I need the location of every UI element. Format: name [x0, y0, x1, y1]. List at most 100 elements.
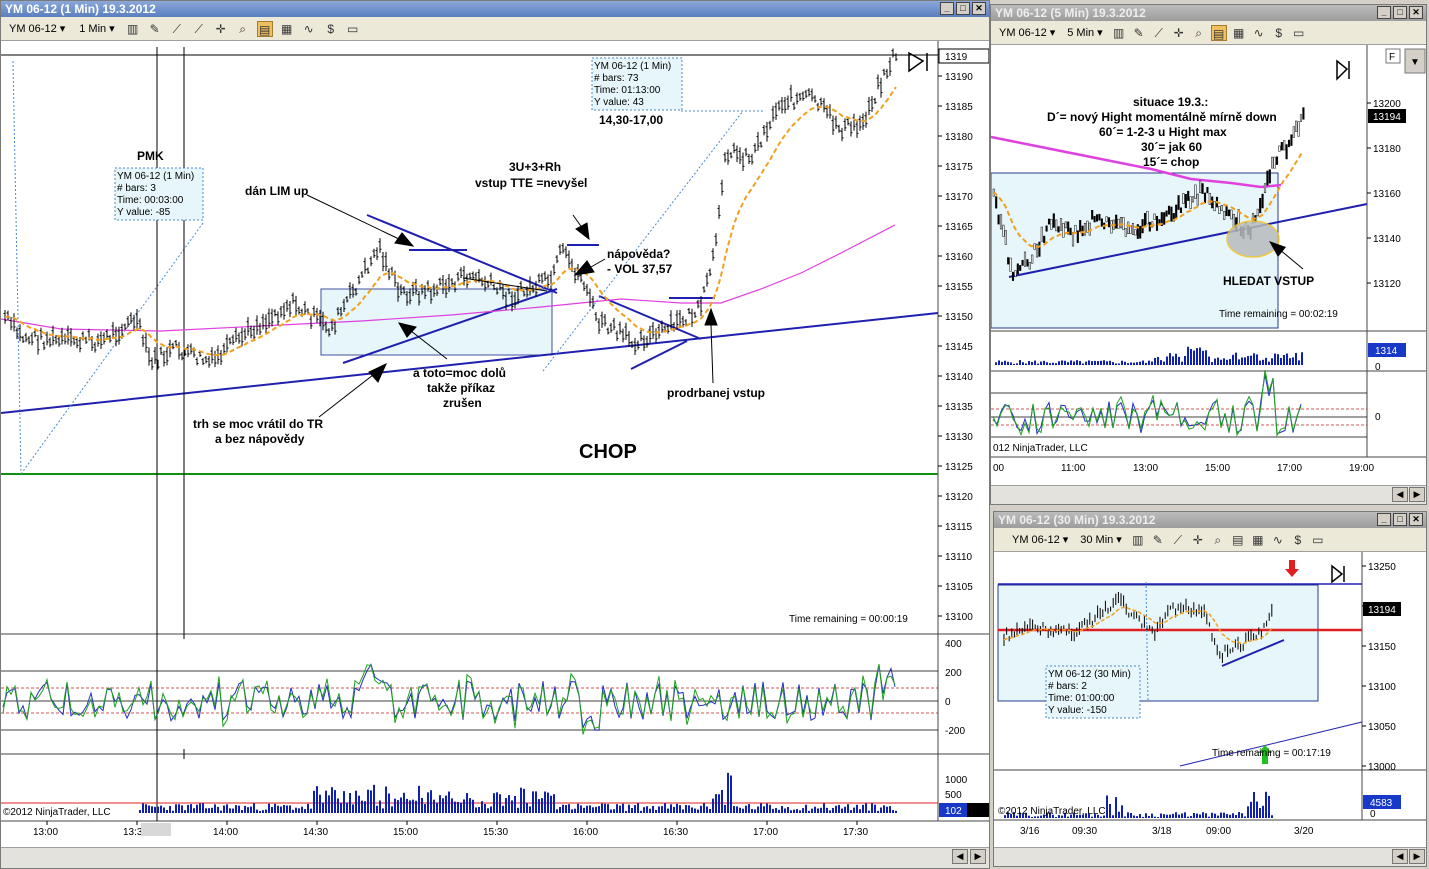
- scroll-right-button[interactable]: ▶: [970, 849, 986, 864]
- current-price-marker: 13194: [1368, 605, 1396, 616]
- scroll-left-button[interactable]: ◀: [952, 849, 968, 864]
- instrument-dropdown[interactable]: YM 06-12 ▾: [1008, 533, 1072, 547]
- minimize-button[interactable]: _: [1377, 6, 1391, 19]
- dollar-icon[interactable]: $: [1275, 25, 1283, 40]
- triangle-upper[interactable]: [366, 214, 558, 294]
- price-tick-label: 13180: [945, 132, 973, 143]
- chart-trader-icon[interactable]: ▦: [1233, 25, 1245, 40]
- info-box-line: # bars: 3: [117, 183, 156, 194]
- note-line: D´= nový Hight momentálně mírně down: [1047, 110, 1277, 124]
- add-indicator-icon[interactable]: ⟋: [1154, 25, 1163, 40]
- window-title-30min[interactable]: YM 06-12 (30 Min) 19.3.2012 _ □ ✕: [994, 512, 1426, 528]
- time-tick-label: 15:00: [1205, 463, 1230, 474]
- up-arrow-icon: [1258, 745, 1272, 764]
- close-button[interactable]: ✕: [1409, 513, 1423, 526]
- title-text: YM 06-12 (30 Min) 19.3.2012: [998, 513, 1156, 527]
- window-title-5min[interactable]: YM 06-12 (5 Min) 19.3.2012 _ □ ✕: [991, 5, 1426, 21]
- properties-icon[interactable]: ▭: [347, 21, 359, 36]
- annotation-chop: CHOP: [579, 441, 637, 463]
- close-button[interactable]: ✕: [972, 2, 986, 15]
- add-indicator-icon[interactable]: ⟋: [1173, 532, 1182, 547]
- annotation-trh2: a bez nápovědy: [215, 432, 305, 446]
- chart-trader-icon[interactable]: ▦: [281, 21, 293, 36]
- scroll-right-button[interactable]: ▶: [1409, 487, 1425, 502]
- dollar-icon[interactable]: $: [1294, 532, 1302, 547]
- triangle-lower[interactable]: [342, 288, 558, 364]
- bar-type-icon[interactable]: ▥: [127, 21, 139, 36]
- price-tick-label: 13165: [945, 222, 973, 233]
- annotation-prod: prodrbanej vstup: [667, 386, 765, 400]
- data-box-icon[interactable]: ▤: [256, 20, 273, 37]
- performance-icon[interactable]: ∿: [1272, 532, 1283, 547]
- time-tick-label: 16:00: [573, 827, 598, 838]
- chart-trader-icon[interactable]: ▦: [1252, 532, 1264, 547]
- info-box-line: YM 06-12 (1 Min): [117, 171, 194, 182]
- thirty-min-chart-svg[interactable]: 132501320013150131001305013000 3/1609:30…: [994, 552, 1426, 848]
- f-button[interactable]: F: [1389, 52, 1395, 63]
- zoom-icon[interactable]: ⌕: [239, 21, 247, 36]
- range-box[interactable]: [320, 288, 553, 356]
- play-end-icon[interactable]: [1331, 564, 1345, 584]
- horizontal-scrollbar[interactable]: ◀ ▶: [994, 847, 1426, 866]
- price-tick-label: 13130: [945, 432, 973, 443]
- scroll-left-button[interactable]: ◀: [1392, 487, 1408, 502]
- current-price-marker: 1319: [945, 52, 968, 63]
- info-box-line: YM 06-12 (1 Min): [594, 61, 671, 72]
- vol-tick-label: 1000: [945, 775, 968, 786]
- price-tick-label: 13120: [1373, 279, 1401, 290]
- strategy-icon[interactable]: ⟋: [194, 21, 203, 36]
- maximize-button[interactable]: □: [1393, 6, 1407, 19]
- close-button[interactable]: ✕: [1409, 6, 1423, 19]
- zoom-icon[interactable]: ⌕: [1195, 25, 1203, 40]
- properties-icon[interactable]: ▭: [1312, 532, 1324, 547]
- performance-icon[interactable]: ∿: [303, 21, 314, 36]
- price-tick-label: 13190: [945, 72, 973, 83]
- interval-dropdown[interactable]: 30 Min ▾: [1076, 533, 1126, 547]
- draw-pencil-icon[interactable]: ✎: [149, 21, 160, 36]
- instrument-dropdown[interactable]: YM 06-12 ▾: [995, 26, 1059, 40]
- maximize-button[interactable]: □: [1393, 513, 1407, 526]
- price-tick-label: 13050: [1368, 722, 1396, 733]
- minimize-button[interactable]: _: [1377, 513, 1391, 526]
- play-end-icon[interactable]: [908, 51, 928, 73]
- data-box-icon[interactable]: ▤: [1210, 24, 1227, 41]
- instrument-dropdown[interactable]: YM 06-12 ▾: [5, 22, 69, 36]
- properties-icon[interactable]: ▭: [1293, 25, 1305, 40]
- horizontal-scrollbar[interactable]: ◀ ▶: [991, 485, 1426, 504]
- volume-zero: 0: [1375, 362, 1381, 373]
- note-line: 30´= jak 60: [1141, 140, 1202, 154]
- main-chart-svg[interactable]: 1319013185131801317513170131651316013155…: [1, 41, 989, 849]
- horizontal-scrollbar[interactable]: ◀ ▶: [1, 847, 989, 868]
- crosshair-icon[interactable]: ✛: [215, 21, 226, 36]
- dollar-icon[interactable]: $: [327, 21, 335, 36]
- price-tick-label: 13125: [945, 462, 973, 473]
- bar-type-icon[interactable]: ▥: [1113, 25, 1125, 40]
- bar-type-icon[interactable]: ▥: [1132, 532, 1144, 547]
- play-end-icon[interactable]: [1336, 59, 1350, 81]
- title-text: YM 06-12 (1 Min) 19.3.2012: [5, 2, 156, 16]
- zoom-icon[interactable]: ⌕: [1214, 532, 1222, 547]
- maximize-button[interactable]: □: [956, 2, 970, 15]
- draw-pencil-icon[interactable]: ✎: [1133, 25, 1144, 40]
- interval-dropdown[interactable]: 5 Min ▾: [1063, 26, 1106, 40]
- scroll-right-button[interactable]: ▶: [1409, 849, 1425, 864]
- chevron-down-icon: ▾: [1049, 27, 1056, 39]
- minimize-button[interactable]: _: [940, 2, 954, 15]
- time-tick-label: 3/18: [1152, 826, 1172, 837]
- chevron-down-icon: ▾: [1062, 534, 1069, 546]
- chevron-down-icon[interactable]: ▼: [1410, 57, 1420, 68]
- scroll-left-button[interactable]: ◀: [1392, 849, 1408, 864]
- interval-dropdown[interactable]: 1 Min ▾: [75, 22, 118, 36]
- time-remaining: Time remaining = 00:17:19: [1212, 748, 1331, 759]
- add-indicator-icon[interactable]: ⟋: [172, 21, 181, 36]
- price-tick-label: 13135: [945, 402, 973, 413]
- crosshair-icon[interactable]: ✛: [1173, 25, 1184, 40]
- performance-icon[interactable]: ∿: [1253, 25, 1264, 40]
- crosshair-icon[interactable]: ✛: [1192, 532, 1203, 547]
- annotation-toto1: a toto=moc dolů: [413, 366, 506, 380]
- data-box-icon[interactable]: ▤: [1232, 532, 1244, 547]
- draw-pencil-icon[interactable]: ✎: [1152, 532, 1163, 547]
- window-title-1min[interactable]: YM 06-12 (1 Min) 19.3.2012 _ □ ✕: [1, 1, 989, 17]
- time-tick-label: 09:00: [1206, 826, 1231, 837]
